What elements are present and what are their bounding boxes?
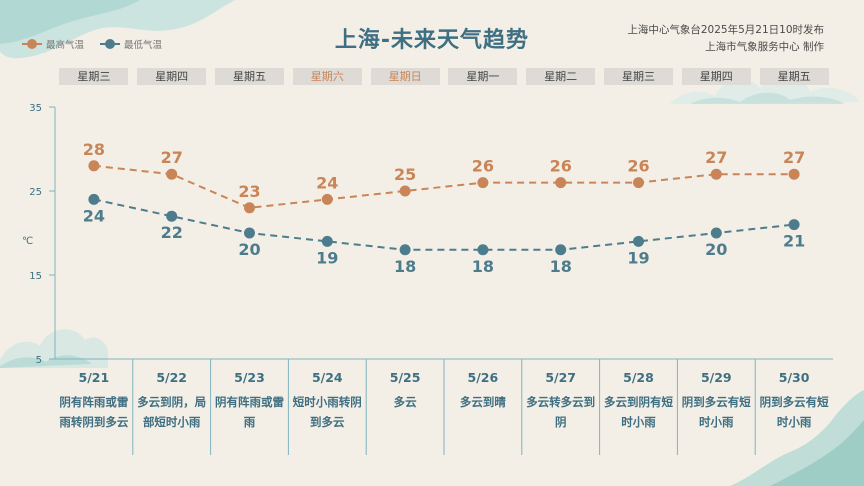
high-temp-point: [399, 185, 411, 197]
weekday-label: 星期三: [604, 68, 673, 85]
low-temp-point: [88, 193, 100, 205]
y-axis-unit-label: ℃: [22, 236, 34, 247]
high-temp-label: 26: [472, 157, 494, 176]
weekday-label: 星期三: [59, 68, 129, 85]
high-temp-label: 26: [550, 157, 572, 176]
chart-legend: 最高气温 最低气温: [22, 37, 162, 51]
legend-low-label: 最低气温: [124, 40, 163, 51]
high-temp-label: 27: [705, 148, 727, 167]
high-temp-label: 27: [161, 148, 183, 167]
weekday-label: 星期四: [681, 68, 751, 85]
legend-low-marker: [100, 39, 121, 49]
low-temp-point: [555, 244, 567, 256]
weekday-label: 星期四: [137, 68, 207, 85]
weather-condition: 阴有阵雨或雷雨转阴到多云: [59, 395, 129, 429]
date-label: 5/22: [156, 370, 188, 385]
weather-condition: 短时小雨转阴到多云: [292, 395, 362, 429]
weather-condition: 多云到晴: [459, 395, 506, 409]
low-temp-point: [710, 227, 722, 239]
weekday-label: 星期一: [448, 68, 518, 85]
page-title: 上海-未来天气趋势: [334, 28, 530, 53]
high-temp-point: [477, 177, 489, 189]
high-temp-point: [244, 202, 255, 214]
issuer-info: 上海中心气象台2025年5月21日10时发布 上海市气象服务中心 制作: [627, 22, 824, 56]
weather-condition: 阴到多云有短时小雨: [681, 395, 751, 429]
legend-high-marker: [22, 39, 42, 49]
high-temp-label: 28: [83, 140, 105, 159]
date-label: 5/28: [623, 370, 654, 385]
low-temp-point: [399, 244, 411, 256]
low-temp-point: [244, 227, 255, 239]
weekday-label: 星期六: [292, 68, 362, 85]
high-temp-point: [710, 168, 722, 180]
weekday-header-row: 星期三 星期四 星期五 星期六 星期日 星期一 星期二 星期三 星期四 星期五: [0, 68, 864, 85]
weather-condition: 多云转多云到阴: [526, 395, 596, 429]
low-temp-label: 19: [627, 248, 649, 267]
weekday-label: 星期二: [526, 68, 596, 85]
weather-condition: 多云到阴，局部短时小雨: [137, 395, 207, 429]
low-temp-label: 18: [472, 257, 494, 276]
high-temp-label: 24: [316, 173, 338, 192]
high-temp-point: [633, 177, 644, 189]
high-temp-point: [321, 193, 333, 205]
low-temp-label: 20: [705, 240, 727, 259]
date-label: 5/26: [467, 370, 499, 385]
legend-item-low: 最低气温: [100, 37, 162, 51]
legend-item-high: 最高气温: [22, 37, 84, 51]
high-temp-point: [166, 168, 178, 180]
high-temp-label: 27: [783, 148, 805, 167]
high-temp-label: 23: [238, 182, 260, 201]
high-temp-point: [555, 177, 567, 189]
date-label: 5/24: [311, 370, 343, 385]
high-temp-line: [93, 164, 795, 209]
weather-condition: 阴有阵雨或雷雨: [215, 395, 284, 429]
y-tick-label: 35: [29, 103, 42, 114]
date-row: 5/21 5/22 5/23 5/24 5/25 5/26 5/27 5/28 5/29 5/30: [0, 370, 864, 386]
weekday-label: 星期五: [759, 68, 829, 85]
issuer-line-2: 上海市气象服务中心 制作: [705, 41, 824, 53]
weather-condition: 多云到阴有短时小雨: [604, 395, 673, 429]
low-temp-point: [788, 219, 800, 231]
weather-condition: 多云: [393, 395, 417, 409]
low-temp-line: [93, 198, 795, 251]
weather-condition: 阴到多云有短时小雨: [759, 395, 829, 429]
low-temp-point: [166, 210, 178, 222]
weekday-label: 星期日: [370, 68, 440, 85]
low-temp-label: 22: [161, 223, 183, 242]
date-label: 5/29: [700, 370, 732, 385]
low-temp-label: 20: [238, 240, 260, 259]
y-tick-label: 25: [29, 187, 42, 198]
high-temp-point: [788, 168, 800, 180]
low-temp-label: 24: [83, 206, 105, 225]
date-label: 5/25: [389, 370, 421, 385]
y-tick-label: 15: [29, 271, 42, 282]
low-temp-label: 21: [783, 232, 805, 251]
date-label: 5/30: [778, 370, 810, 385]
date-label: 5/23: [234, 370, 265, 385]
low-temp-label: 18: [550, 257, 572, 276]
low-temp-point: [633, 235, 644, 247]
weekday-label: 星期五: [215, 68, 284, 85]
low-temp-point: [477, 244, 489, 256]
high-temp-label: 26: [627, 157, 649, 176]
issuer-line-1: 上海中心气象台2025年5月21日10时发布: [627, 24, 824, 36]
high-temp-point: [88, 160, 100, 172]
low-temp-point: [321, 235, 333, 247]
date-label: 5/21: [78, 370, 110, 385]
high-temp-label: 25: [394, 165, 416, 184]
legend-high-label: 最高气温: [46, 40, 85, 51]
low-temp-label: 19: [316, 248, 338, 267]
y-tick-label: 5: [36, 355, 42, 366]
low-temp-label: 18: [394, 257, 416, 276]
date-label: 5/27: [545, 370, 577, 385]
